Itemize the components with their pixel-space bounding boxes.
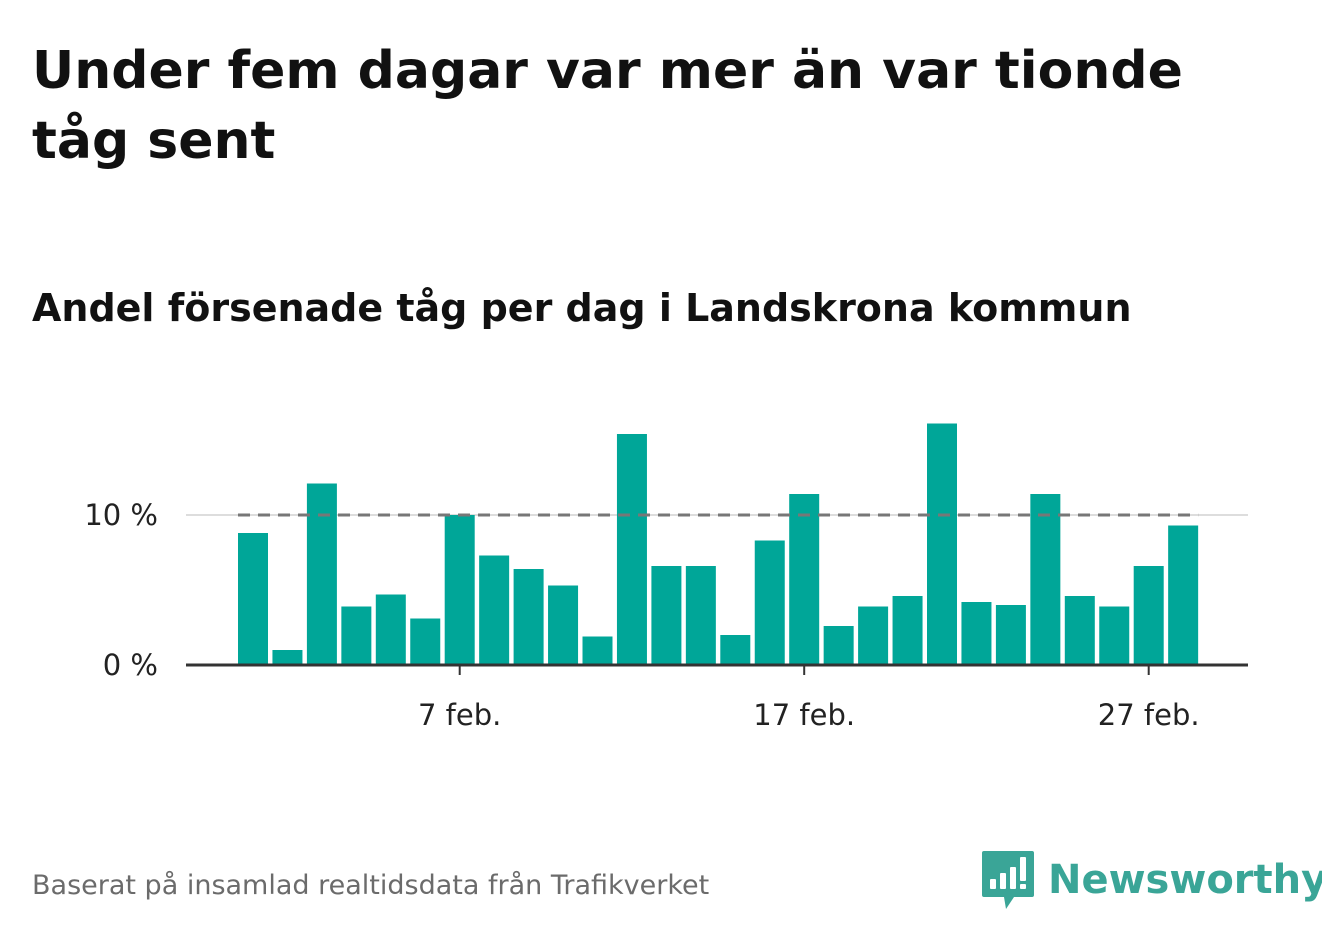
- bar-day-19: [858, 606, 889, 665]
- bar-day-14: [685, 566, 716, 665]
- bar-day-11: [582, 636, 613, 665]
- bar-day-2: [272, 650, 303, 665]
- bar-day-25: [1064, 596, 1095, 665]
- newsworthy-bar-icon: [982, 851, 1034, 909]
- bar-day-21: [927, 423, 957, 665]
- bar-day-27: [1133, 566, 1164, 665]
- bar-day-15: [720, 635, 751, 665]
- bar-day-7: [444, 515, 475, 665]
- bar-day-3: [306, 483, 337, 665]
- y-tick-label: 10 %: [84, 498, 158, 532]
- y-tick-label: 0 %: [103, 648, 158, 682]
- bar-day-16: [754, 540, 785, 665]
- bar-day-4: [341, 606, 372, 665]
- bar-day-6: [410, 618, 441, 665]
- axis-layer: [186, 663, 1248, 675]
- x-tick-label: 27 feb.: [1098, 698, 1200, 732]
- bar-day-18: [823, 626, 854, 665]
- source-note: Baserat på insamlad realtidsdata från Tr…: [32, 870, 710, 901]
- chart-subtitle: Andel försenade tåg per dag i Landskrona…: [32, 286, 1132, 330]
- bar-day-20: [892, 596, 923, 665]
- x-tick-label: 17 feb.: [753, 698, 855, 732]
- logo-text: Newsworthy: [1048, 857, 1322, 903]
- bar-day-10: [548, 585, 579, 665]
- bar-day-13: [651, 566, 682, 665]
- bar-day-1: [238, 533, 268, 665]
- bar-day-9: [513, 569, 544, 665]
- chart-title: Under fem dagar var mer än var tionde tå…: [32, 41, 1183, 171]
- bar-day-12: [616, 434, 647, 665]
- bar-chart: 7 feb. 17 feb. 27 feb. 0 % 10 %: [84, 423, 1248, 732]
- bar-day-24: [1030, 494, 1061, 665]
- bars-layer: [238, 423, 1199, 665]
- bar-day-23: [995, 605, 1026, 665]
- bar-day-26: [1099, 606, 1130, 665]
- newsworthy-logo: Newsworthy: [980, 848, 1322, 912]
- bar-day-8: [479, 555, 510, 665]
- tick-labels-layer: 7 feb. 17 feb. 27 feb. 0 % 10 %: [84, 498, 1199, 732]
- bar-day-17: [789, 494, 820, 665]
- bar-day-5: [375, 594, 406, 665]
- x-tick-label: 7 feb.: [418, 698, 501, 732]
- bar-day-22: [961, 602, 992, 665]
- bar-day-28: [1168, 525, 1199, 665]
